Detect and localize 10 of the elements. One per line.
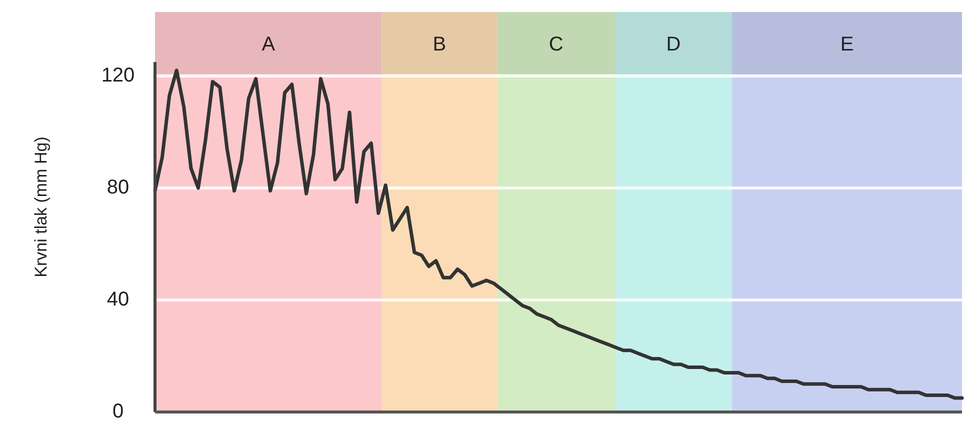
text: A: [262, 33, 276, 56]
y-tick-label: 120: [101, 64, 135, 86]
y-tick-label: 40: [106, 288, 130, 310]
text: E: [840, 33, 854, 56]
text: D: [666, 33, 681, 56]
y-tick-label: 0: [112, 400, 124, 422]
y-tick-label: 80: [106, 176, 130, 198]
text: B: [432, 33, 446, 56]
y-axis-title: Krvni tlak (mm Hg): [31, 136, 50, 278]
text: C: [548, 33, 564, 56]
